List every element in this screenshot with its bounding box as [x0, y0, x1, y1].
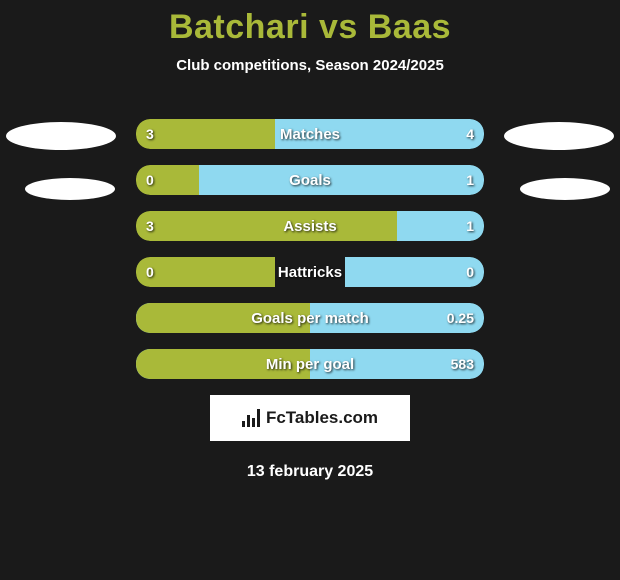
- stat-value-player1: 0: [136, 257, 164, 287]
- stat-row: Min per goal583: [136, 349, 484, 379]
- bars-icon: [242, 409, 260, 427]
- date-label: 13 february 2025: [0, 463, 620, 481]
- stat-row: Hattricks0 0: [136, 257, 484, 287]
- logo: FcTables.com: [242, 408, 378, 428]
- logo-text: FcTables.com: [266, 408, 378, 428]
- stat-row: Matches3 4: [136, 119, 484, 149]
- player-badge: [25, 178, 115, 200]
- stat-value-player1: 0: [136, 165, 164, 195]
- stat-value-player2: 583: [441, 349, 484, 379]
- stat-value-player2: 4: [456, 119, 484, 149]
- player-badge: [520, 178, 610, 200]
- player-badge: [6, 122, 116, 150]
- logo-box: FcTables.com: [210, 395, 410, 441]
- stat-label: Assists: [136, 211, 484, 241]
- stat-value-player2: 0.25: [437, 303, 484, 333]
- page-title: Batchari vs Baas: [0, 0, 620, 47]
- stat-row: Goals0 1: [136, 165, 484, 195]
- stat-label: Goals: [136, 165, 484, 195]
- stat-label: Matches: [136, 119, 484, 149]
- stat-label: Min per goal: [136, 349, 484, 379]
- stat-row: Goals per match0.25: [136, 303, 484, 333]
- stat-row: Assists3 1: [136, 211, 484, 241]
- stat-label: Hattricks: [136, 257, 484, 287]
- subtitle: Club competitions, Season 2024/2025: [0, 57, 620, 74]
- stat-label: Goals per match: [136, 303, 484, 333]
- stats-container: Matches34Goals01Assists31Hattricks00Goal…: [0, 119, 620, 379]
- player-badge: [504, 122, 614, 150]
- stat-value-player1: 3: [136, 119, 164, 149]
- stat-value-player2: 0: [456, 257, 484, 287]
- stat-value-player1: 3: [136, 211, 164, 241]
- stat-value-player2: 1: [456, 165, 484, 195]
- stat-value-player2: 1: [456, 211, 484, 241]
